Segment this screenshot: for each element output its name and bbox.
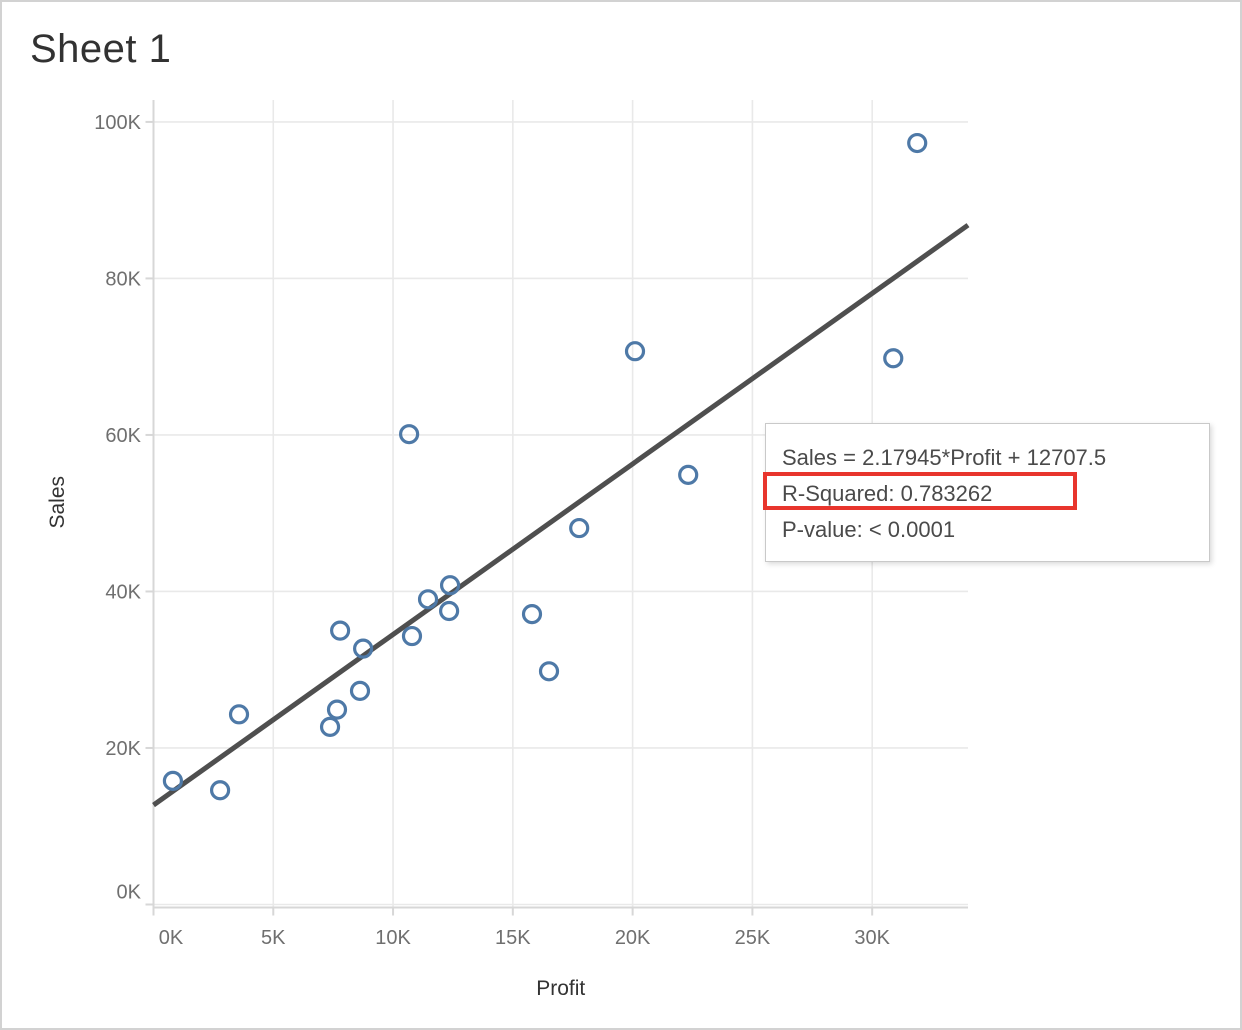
y-axis-title: Sales xyxy=(46,476,69,529)
data-point[interactable] xyxy=(228,704,250,725)
data-point[interactable] xyxy=(417,589,439,610)
x-axis-title: Profit xyxy=(536,977,585,1000)
data-point[interactable] xyxy=(907,132,928,154)
data-point[interactable] xyxy=(624,341,646,362)
data-point[interactable] xyxy=(439,600,460,622)
data-point[interactable] xyxy=(209,780,231,801)
data-point[interactable] xyxy=(162,770,184,791)
data-point[interactable] xyxy=(678,464,699,485)
data-point[interactable] xyxy=(569,517,590,539)
sheet-title: Sheet 1 xyxy=(30,27,172,71)
data-point[interactable] xyxy=(326,699,348,720)
r-squared-value: R-Squared: 0.783262 xyxy=(782,481,993,506)
y-tick-label: 20K xyxy=(105,738,141,760)
data-point[interactable] xyxy=(883,348,904,369)
y-tick-label: 100K xyxy=(94,112,141,134)
x-tick-label: 0K xyxy=(159,927,184,949)
x-tick-label: 5K xyxy=(261,927,286,949)
x-tick-label: 15K xyxy=(495,927,531,949)
y-tick-label: 60K xyxy=(105,425,141,447)
data-point[interactable] xyxy=(439,575,461,596)
x-tick-label: 20K xyxy=(615,927,651,949)
regression-tooltip: Sales = 2.17945*Profit + 12707.5 R-Squar… xyxy=(763,423,1210,562)
data-point[interactable] xyxy=(349,680,371,701)
data-point[interactable] xyxy=(538,661,560,682)
y-tick-label: 40K xyxy=(105,581,141,603)
data-point[interactable] xyxy=(521,604,543,625)
regression-equation: Sales = 2.17945*Profit + 12707.5 xyxy=(782,445,1107,470)
p-value: P-value: < 0.0001 xyxy=(782,517,956,542)
data-point[interactable] xyxy=(353,638,374,659)
x-tick-label: 30K xyxy=(854,927,890,949)
x-tick-label: 25K xyxy=(735,927,771,949)
x-tick-label: 10K xyxy=(375,927,411,949)
data-point[interactable] xyxy=(330,620,351,641)
y-tick-label: 0K xyxy=(117,882,142,904)
data-point[interactable] xyxy=(399,424,420,445)
data-point[interactable] xyxy=(319,716,341,737)
y-tick-label: 80K xyxy=(105,268,141,290)
trend-line[interactable] xyxy=(152,223,970,808)
data-point[interactable] xyxy=(401,625,423,647)
